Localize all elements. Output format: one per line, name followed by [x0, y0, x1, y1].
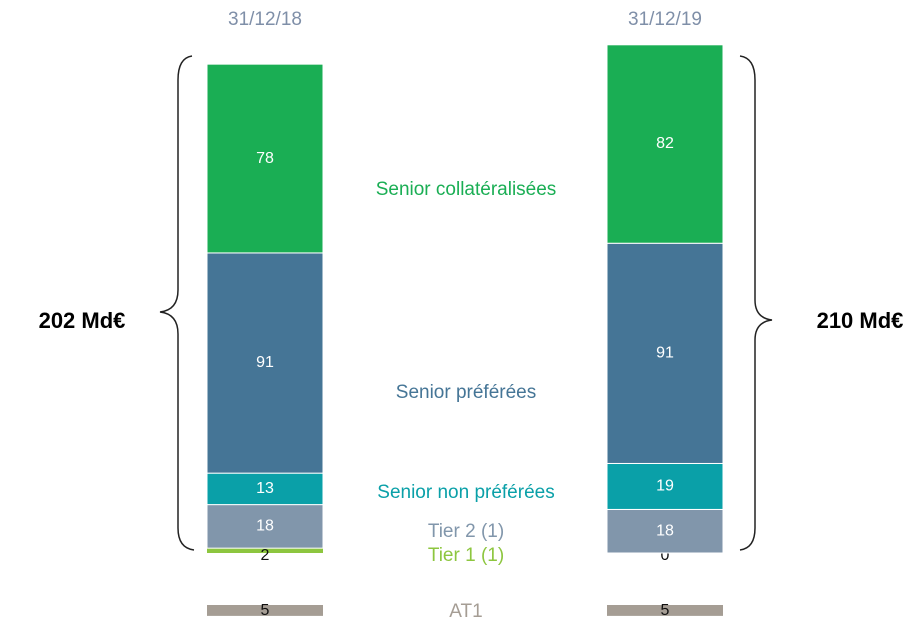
legend-label: AT1: [449, 601, 482, 622]
bar-segment: [206, 63, 324, 254]
value-label: 19: [656, 478, 674, 495]
bar-segment: [606, 508, 724, 554]
category-label: 31/12/19: [628, 9, 702, 30]
at1-bar: [607, 605, 723, 616]
right-brace: [739, 55, 773, 551]
legend-label: Senior préférées: [396, 382, 536, 403]
bar-segment: [606, 44, 724, 244]
category-label: 31/12/18: [228, 9, 302, 30]
value-label: 13: [256, 480, 274, 497]
value-label: 5: [261, 602, 270, 619]
value-label: 78: [256, 150, 274, 167]
value-label: 18: [656, 522, 674, 539]
bar-segment: [206, 504, 324, 549]
value-label: 91: [256, 354, 274, 371]
value-label: 2: [261, 547, 270, 564]
value-label: 5: [661, 602, 670, 619]
total-label: 210 Md€: [817, 308, 904, 333]
bar-segment: [606, 462, 724, 510]
total-label: 202 Md€: [39, 308, 126, 333]
bar-segment: [606, 242, 724, 464]
bar-segment: [206, 472, 324, 506]
value-label: 91: [656, 345, 674, 362]
legend-label: Senior non préférées: [377, 482, 554, 503]
bar-segment: [207, 548, 323, 553]
legend-label: Tier 1 (1): [428, 545, 504, 566]
bar-segment: [206, 252, 324, 474]
at1-bar: [207, 605, 323, 616]
value-label: 18: [256, 518, 274, 535]
legend-label: Tier 2 (1): [428, 521, 504, 542]
legend-label: Senior collatéralisées: [376, 179, 557, 200]
left-brace: [159, 55, 195, 551]
value-label: 82: [656, 135, 674, 152]
value-label: 0: [661, 547, 670, 564]
